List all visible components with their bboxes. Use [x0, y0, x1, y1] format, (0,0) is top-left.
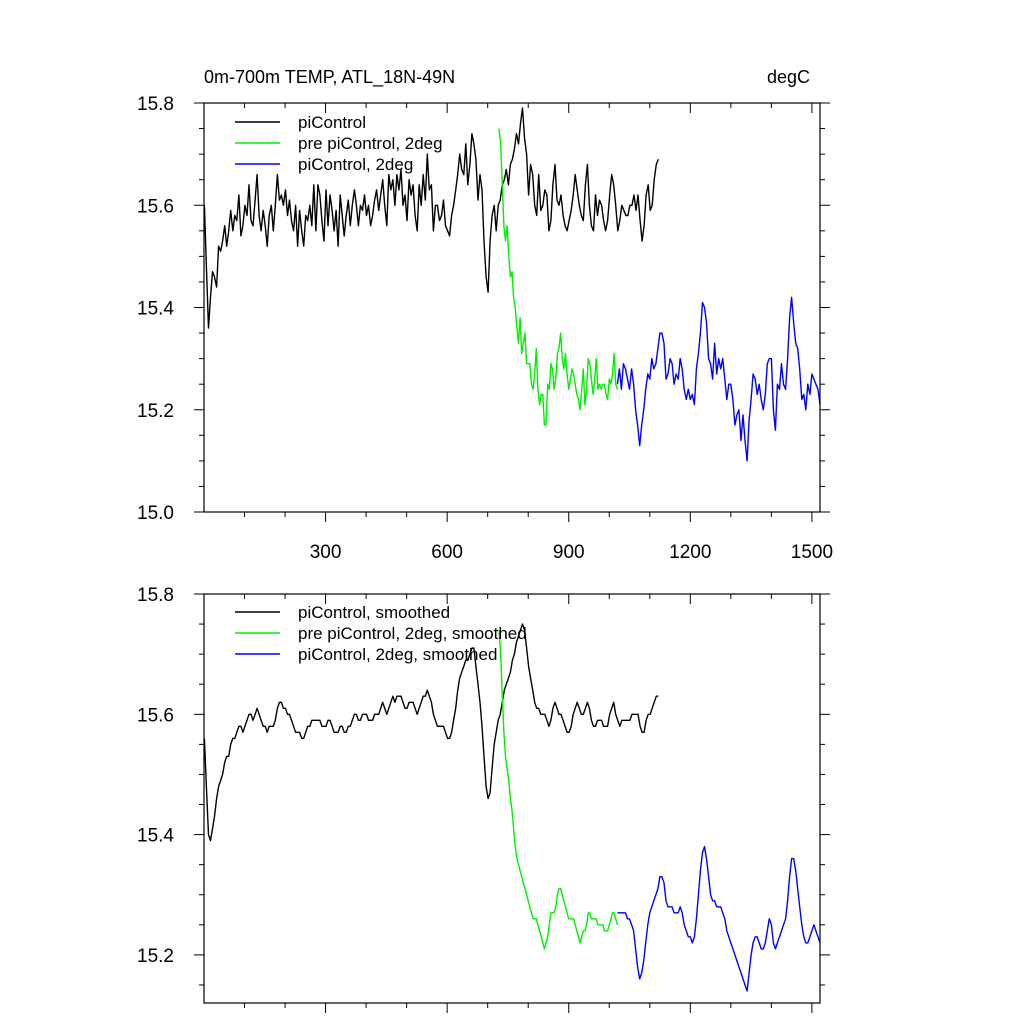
- legend-entry-picontrol: piControl: [298, 113, 366, 132]
- y-tick-label: 15.4: [137, 826, 174, 847]
- y-tick-label: 15.8: [137, 585, 174, 606]
- y-tick-label: 15.6: [137, 705, 174, 726]
- x-tick-label: 900: [553, 542, 585, 563]
- units-label: degC: [767, 67, 810, 87]
- bottom-legend: piControl, smoothed pre piControl, 2deg,…: [235, 603, 527, 664]
- series-line-picontrol-smoothed: [203, 623, 659, 842]
- y-tick-label: 15.0: [137, 503, 174, 524]
- y-tick-label: 15.2: [137, 401, 174, 422]
- y-tick-label: 15.2: [137, 946, 174, 967]
- y-tick-label: 15.6: [137, 196, 174, 217]
- series-line-picontrol-2deg: [616, 296, 821, 462]
- top-legend: piControl pre piControl, 2deg piControl,…: [235, 113, 443, 174]
- series-line-picontrol-2deg-smoothed: [617, 845, 821, 992]
- x-tick-label: 1200: [669, 542, 711, 563]
- bottom-panel: 15.2 15.4 15.6 15.8 piControl, smoothed pre…: [137, 585, 830, 1013]
- plot-frame: [203, 593, 821, 1004]
- legend-entry-pre-picontrol-2deg: pre piControl, 2deg: [298, 134, 443, 153]
- x-tick-label: 600: [431, 542, 463, 563]
- bottom-plot-area: 15.2 15.4 15.6 15.8: [137, 585, 830, 1013]
- top-plot-area: 300 600 900 1200 1500 15.0 15.2 15.4 15.6 15.8: [137, 94, 833, 563]
- legend-entry-picontrol-smoothed: piControl, smoothed: [298, 603, 450, 622]
- y-tick-label: 15.8: [137, 94, 174, 115]
- y-tick-label: 15.4: [137, 299, 174, 320]
- legend-entry-picontrol-2deg: piControl, 2deg: [298, 155, 413, 174]
- series-line-pre-picontrol-2deg-smoothed: [498, 630, 619, 950]
- top-panel: 0m-700m TEMP, ATL_18N-49N degC 300 600 900…: [137, 67, 833, 563]
- legend-entry-picontrol-2deg-smoothed: piControl, 2deg, smoothed: [298, 645, 497, 664]
- legend-entry-pre-picontrol-2deg-smoothed: pre piControl, 2deg, smoothed: [298, 624, 527, 643]
- x-tick-label: 300: [310, 542, 342, 563]
- panel-title: 0m-700m TEMP, ATL_18N-49N: [204, 67, 455, 88]
- x-tick-label: 1500: [791, 542, 833, 563]
- series-line-pre-picontrol-2deg: [498, 128, 619, 426]
- series-line-picontrol: [203, 107, 659, 329]
